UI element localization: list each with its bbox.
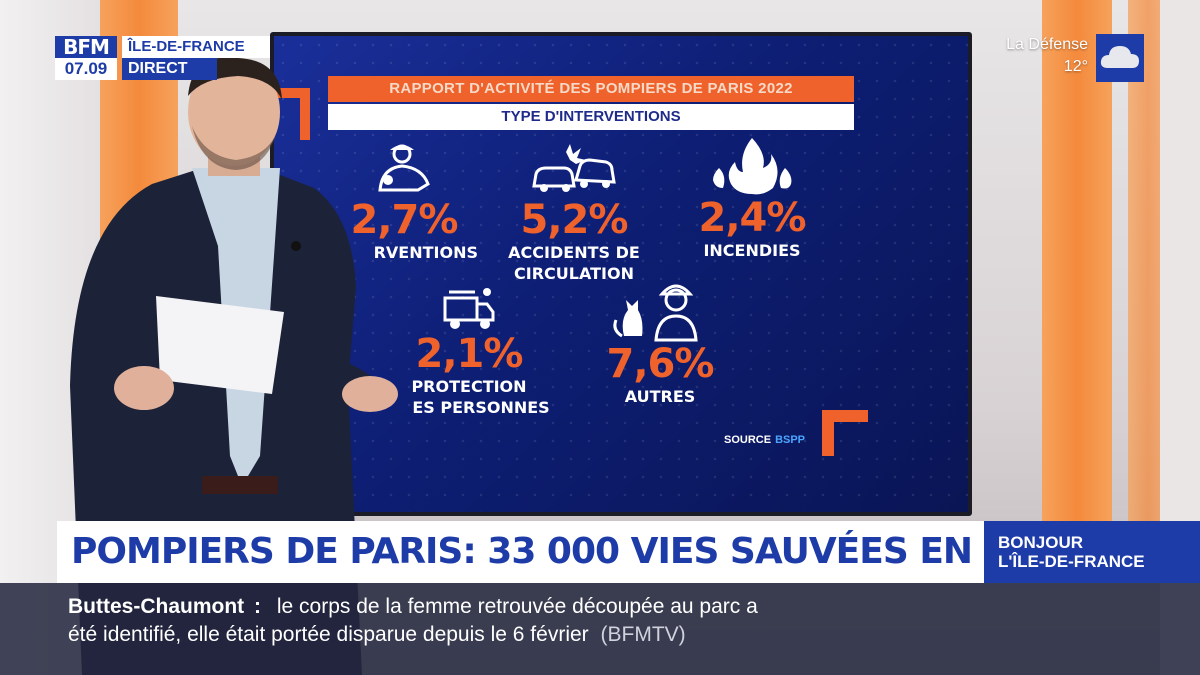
infographic-subtitle: TYPE D'INTERVENTIONS	[328, 104, 854, 130]
source-value: BSPP	[775, 434, 806, 446]
stat-value: 2,4%	[698, 195, 807, 241]
stat-label: RVENTIONS	[373, 243, 478, 262]
ticker-text-line1: le corps de la femme retrouvée découpée …	[276, 595, 758, 618]
ticker-source: (BFMTV)	[600, 623, 686, 646]
stat-others: 7,6% AUTRES	[580, 276, 740, 407]
source-credit: SOURCE BSPP	[724, 434, 805, 446]
cat-firefighter-icon	[613, 284, 698, 342]
stat-label: INCENDIES	[703, 241, 801, 260]
ticker-line2: été identifié, elle était portée disparu…	[68, 623, 686, 647]
show-name: BONJOUR L'ÎLE-DE-FRANCE	[984, 521, 1200, 583]
headline-banner: POMPIERS DE PARIS: 33 000 VIES SAUVÉES E…	[57, 521, 1081, 583]
orange-corner-decoration	[822, 410, 868, 456]
stat-value: 2,7%	[350, 197, 459, 243]
stat-value: 5,2%	[520, 197, 629, 243]
stat-label-line1: PROTECTION	[411, 377, 527, 396]
stat-value: 2,1%	[415, 331, 524, 377]
ticker-line1: Buttes-Chaumont : le corps de la femme r…	[68, 595, 758, 619]
fire-truck-icon	[443, 288, 495, 329]
show-name-line1: BONJOUR	[998, 533, 1084, 552]
ticker-text-line2: été identifié, elle était portée disparu…	[68, 623, 589, 646]
weather-location: La Défense	[1006, 36, 1088, 53]
ticker-place: Buttes-Chaumont	[68, 595, 245, 618]
bfm-logo: BFM	[55, 36, 117, 58]
orange-corner-decoration	[274, 88, 310, 140]
weather-widget: La Défense 12°	[944, 34, 1144, 84]
show-name-line2: L'ÎLE-DE-FRANCE	[998, 552, 1145, 571]
stat-fires: 2,4% INCENDIES	[672, 134, 832, 261]
news-ticker: Buttes-Chaumont : le corps de la femme r…	[0, 583, 1200, 675]
studio-orange-panel	[1042, 0, 1112, 560]
region-label: ÎLE-DE-FRANCE	[122, 36, 270, 58]
car-crash-icon	[532, 144, 616, 192]
stat-label: ACCIDENTS DE CIRCULATION	[508, 243, 640, 283]
stat-label: AUTRES	[624, 387, 696, 406]
stat-personal-protection: 2,1% PROTECTION ES PERSONNES	[384, 284, 554, 418]
stat-road-accidents: 5,2% ACCIDENTS DE CIRCULATION	[494, 140, 654, 284]
stat-label: PROTECTION ES PERSONNES	[384, 376, 554, 418]
source-label: SOURCE	[724, 434, 772, 446]
firefighter-rescue-icon	[378, 144, 430, 192]
stat-interventions: 2,7% RVENTIONS	[324, 140, 484, 263]
ticker-separator: :	[254, 595, 261, 618]
fire-icon	[713, 138, 792, 195]
weather-temperature: 12°	[1063, 58, 1088, 75]
infographic-screen: RAPPORT D'ACTIVITÉ DES POMPIERS DE PARIS…	[270, 32, 972, 516]
stat-value: 7,6%	[606, 341, 715, 387]
infographic-title: RAPPORT D'ACTIVITÉ DES POMPIERS DE PARIS…	[328, 76, 854, 102]
live-badge: DIRECT	[122, 58, 217, 80]
cloud-icon	[1096, 34, 1144, 82]
clock: 07.09	[55, 58, 117, 80]
stat-label-line2: ES PERSONNES	[412, 398, 550, 417]
